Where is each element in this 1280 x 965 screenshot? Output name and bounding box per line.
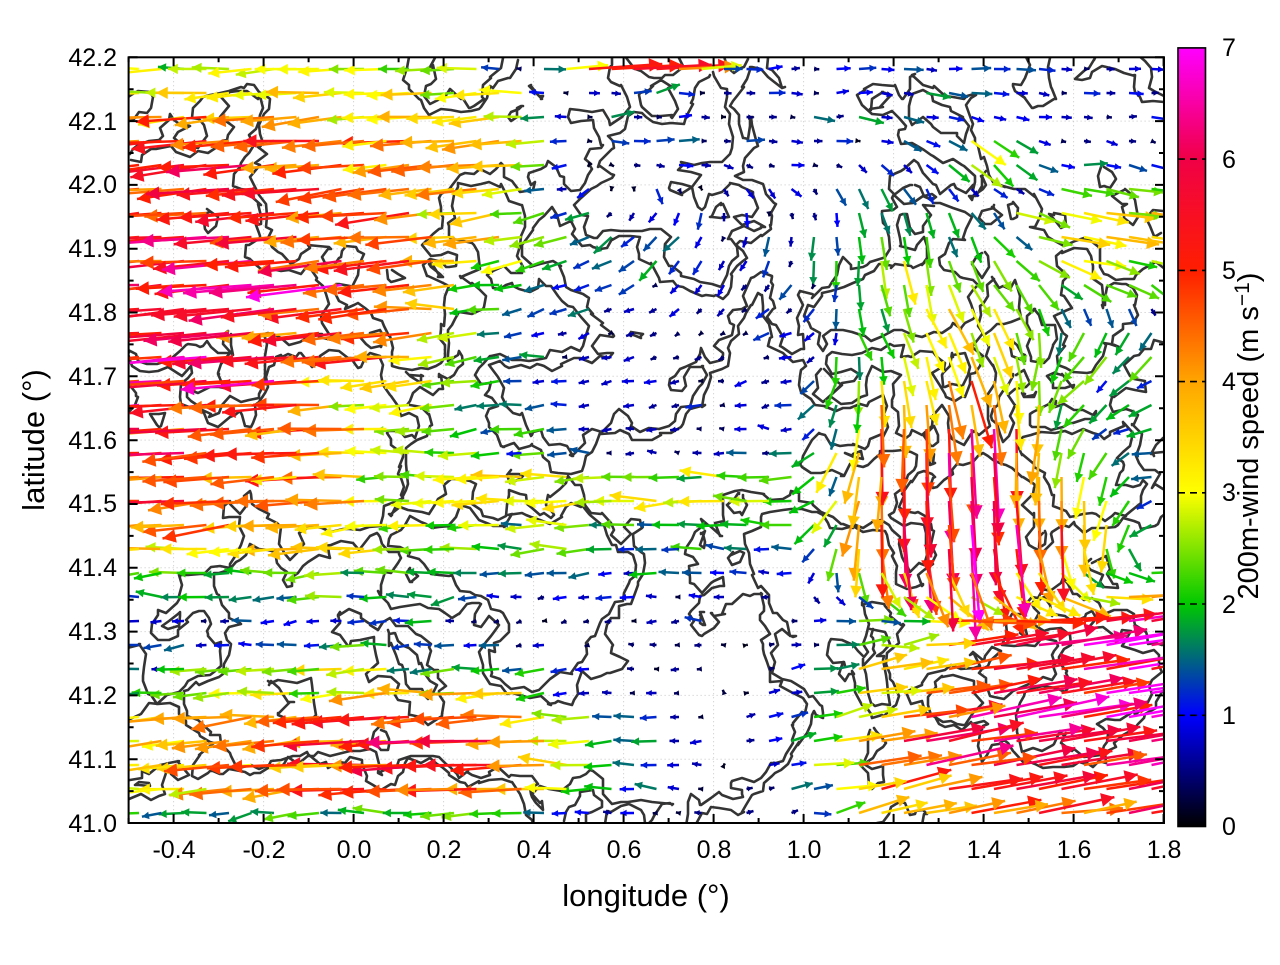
svg-text:42.0: 42.0 — [68, 171, 117, 199]
svg-text:-0.2: -0.2 — [242, 836, 285, 864]
svg-text:41.3: 41.3 — [68, 618, 117, 646]
svg-text:1.2: 1.2 — [877, 836, 912, 864]
svg-text:0.8: 0.8 — [697, 836, 732, 864]
svg-text:1: 1 — [1222, 702, 1236, 730]
svg-text:longitude (°): longitude (°) — [562, 878, 730, 913]
svg-text:42.2: 42.2 — [68, 44, 117, 72]
svg-text:latitude (°): latitude (°) — [16, 369, 51, 511]
svg-text:3: 3 — [1222, 479, 1236, 507]
svg-text:1.6: 1.6 — [1057, 836, 1092, 864]
svg-text:1.0: 1.0 — [787, 836, 822, 864]
svg-text:42.1: 42.1 — [68, 108, 117, 136]
svg-text:200m-wind speed (m s−1): 200m-wind speed (m s−1) — [1231, 273, 1265, 600]
svg-text:5: 5 — [1222, 257, 1236, 285]
svg-text:4: 4 — [1222, 368, 1236, 396]
svg-text:6: 6 — [1222, 146, 1236, 174]
svg-text:0: 0 — [1222, 813, 1236, 841]
svg-text:41.1: 41.1 — [68, 746, 117, 774]
svg-text:0.4: 0.4 — [517, 836, 552, 864]
svg-text:7: 7 — [1222, 34, 1236, 62]
svg-text:41.5: 41.5 — [68, 490, 117, 518]
svg-text:41.7: 41.7 — [68, 363, 117, 391]
svg-text:41.6: 41.6 — [68, 427, 117, 455]
svg-text:2: 2 — [1222, 591, 1236, 619]
svg-text:41.8: 41.8 — [68, 299, 117, 327]
svg-text:1.8: 1.8 — [1147, 836, 1182, 864]
svg-text:41.9: 41.9 — [68, 235, 117, 263]
svg-text:41.4: 41.4 — [68, 554, 117, 582]
svg-text:41.2: 41.2 — [68, 682, 117, 710]
svg-text:41.0: 41.0 — [68, 810, 117, 838]
svg-text:-0.4: -0.4 — [152, 836, 195, 864]
svg-text:0.6: 0.6 — [607, 836, 642, 864]
svg-text:1.4: 1.4 — [967, 836, 1002, 864]
svg-text:0.2: 0.2 — [427, 836, 462, 864]
svg-text:0.0: 0.0 — [337, 836, 372, 864]
